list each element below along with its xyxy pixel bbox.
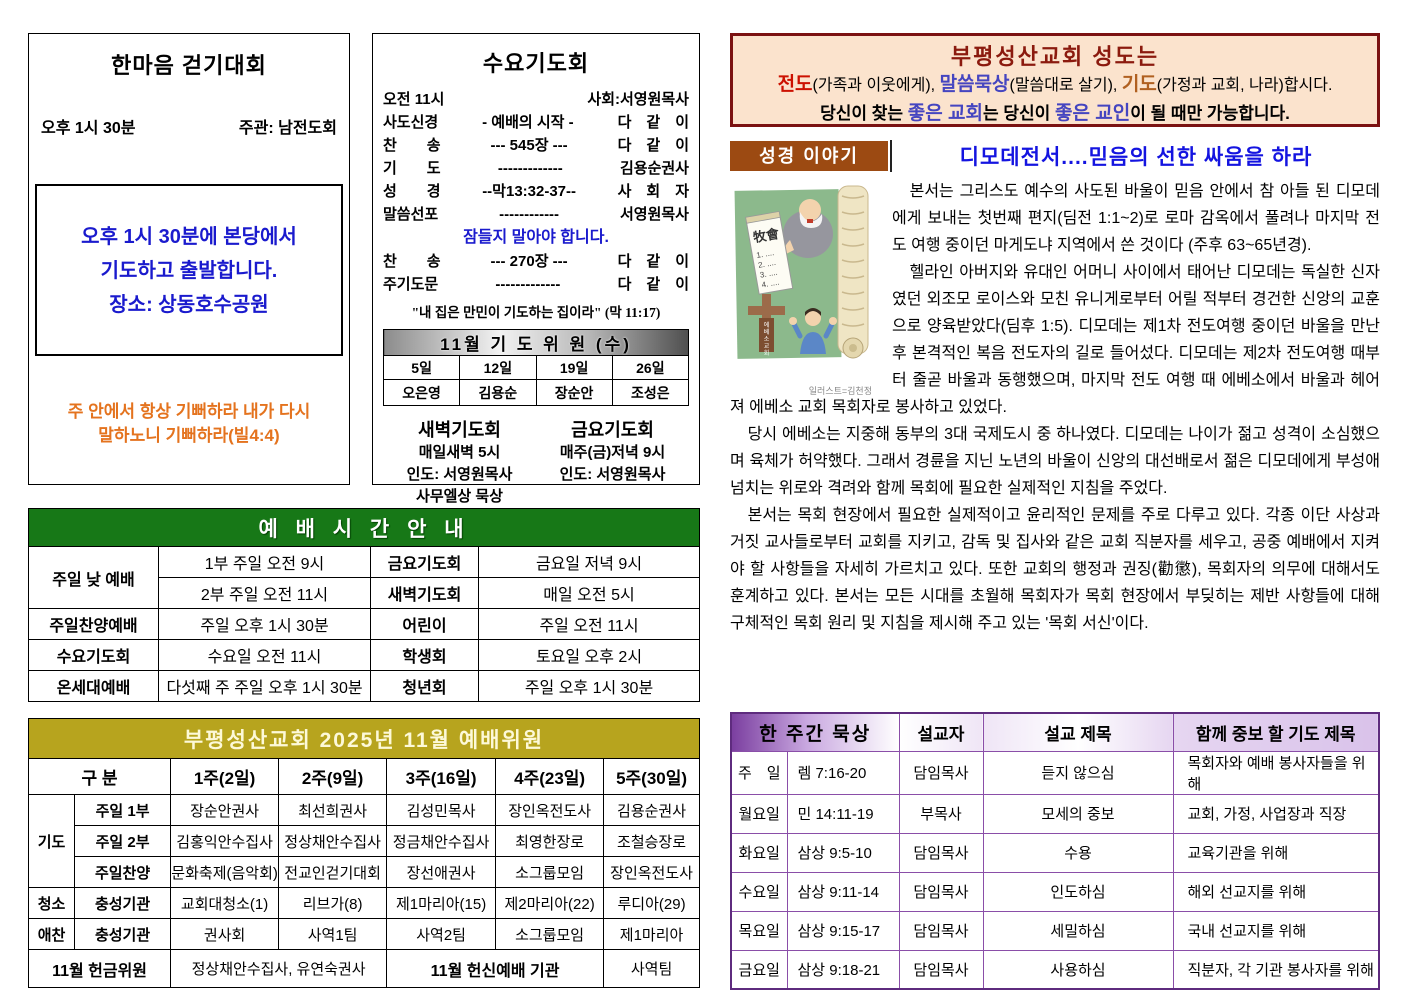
order-line: 성 경 --막13:32-37-- 사 회 자 (383, 183, 689, 200)
table-row: 주일찬양예배 주일 오후 1시 30분 어린이 주일 오전 11시 (28, 608, 700, 640)
table-row: 기도 주일 1부 장순안권사 최선희권사 김성민목사 장인옥전도사 김용순권사 (28, 794, 700, 888)
keyword-evangelism: 전도 (777, 74, 813, 95)
prayer-committee-days-row: 5일 12일 19일 26일 (382, 355, 690, 380)
worship-times-header: 예 배 시 간 안 내 (28, 508, 700, 547)
table-row: 주 일 렘 7:16-20 담임목사 듣지 않으심 목회자와 예배 봉사자들을 … (730, 750, 1380, 795)
bible-story-label: 성경 이야기 (730, 141, 888, 171)
table-row: 온세대예배 다섯째 주 주일 오후 1시 30분 청년회 주일 오후 1시 30… (28, 670, 700, 702)
order-line: 주기도문 ------------- 다 같 이 (383, 276, 689, 293)
svg-text:牧會: 牧會 (752, 226, 781, 245)
walking-event-meta: 오후 1시 30분 주관: 남전도회 (29, 114, 349, 138)
church-motto-banner: 부평성산교회 성도는 전도(가족과 이웃에게), 말씀묵상(말씀대로 살기), … (730, 33, 1380, 127)
keyword-good-church: 좋은 교회 (907, 103, 983, 124)
order-line: 오전 11시 사회:서영원목사 (383, 91, 689, 108)
svg-text:4. ....: 4. .... (761, 278, 780, 290)
table-row: 금요일 삼상 9:18-21 담임목사 사용하심 직분자, 각 기관 봉사자를 … (730, 949, 1380, 990)
walking-event-notice-box: 오후 1시 30분에 본당에서 기도하고 출발합니다. 장소: 상동호수공원 (35, 184, 343, 356)
order-line: 기 도 ------------- 김용순권사 (383, 160, 689, 177)
order-line: 찬 송 --- 545장 --- 다 같 이 (383, 137, 689, 154)
order-line: 사도신경 - 예배의 시작 -다 같 이 (383, 114, 689, 131)
article-paragraph: 본서는 목회 현장에서 필요한 실제적이고 윤리적인 문제를 주로 다루고 있다… (730, 507, 1380, 632)
divider (890, 140, 892, 172)
illustration-caption: 일러스트=김천정 (808, 386, 872, 396)
table-row: 수요일 삼상 9:11-14 담임목사 인도하심 해외 선교지를 위해 (730, 871, 1380, 912)
article-paragraph: 당시 에베소는 지중해 동부의 3대 국제도시 중 하나였다. 디모데는 나이가… (730, 426, 1380, 497)
notice-line: 오후 1시 30분에 본당에서 (81, 226, 297, 248)
committee-title: 부평성산교회 2025년 11월 예배위원 (28, 718, 700, 759)
table-row: 주일 2부 김홍익안수집사 정상채안수집사 정금채안수집사 최영한장로 조철승장… (29, 825, 700, 857)
wednesday-order-of-worship: 오전 11시 사회:서영원목사 사도신경 - 예배의 시작 -다 같 이 찬 송 --… (383, 88, 689, 296)
table-row: 청소 충성기관 교회대청소(1) 리브가(8) 제1마리아(15) 제2마리아(… (28, 887, 700, 919)
prayer-committee-names-row: 오은영 김용순 장순안 조성은 (382, 379, 690, 406)
banner-line-3: 당신이 찾는 좋은 교회는 당신이 좋은 교인이 될 때만 가능합니다. (820, 103, 1290, 124)
table-row: 월요일 민 14:11-19 부목사 모세의 중보 교회, 가정, 사업장과 직… (730, 793, 1380, 834)
committee-header-row: 구 분 1주(2일) 2주(9일) 3주(16일) 4주(23일) 5주(30일… (27, 758, 700, 795)
worship-times-table: 예 배 시 간 안 내 주일 낮 예배 1부 주일 오전 9시 금요기도회 금요… (28, 508, 700, 702)
walking-event-verse: 주 안에서 항상 기뻐하라 내가 다시 말하노니 기뻐하라(빌4:4) (29, 400, 349, 448)
daily-prayer-meetings: 새벽기도회 매일새벽 5시 인도: 서영원목사 사무엘상 묵상 금요기도회 매주… (383, 416, 689, 508)
keyword-good-member: 좋은 교인 (1055, 103, 1131, 124)
svg-text:3. ....: 3. .... (759, 268, 778, 280)
table-row: 주일 낮 예배 1부 주일 오전 9시 금요기도회 금요일 저녁 9시 (28, 546, 700, 609)
wednesday-prayer-box: 수요기도회 오전 11시 사회:서영원목사 사도신경 - 예배의 시작 -다 같 이… (372, 33, 700, 505)
walking-event-title: 한마음 걷기대회 (111, 53, 267, 78)
verse-line: 말하노니 기뻐하라(빌4:4) (98, 426, 280, 445)
table-row: 2부 주일 오전 11시 새벽기도회 매일 오전 5시 (29, 577, 700, 609)
friday-prayer-meeting: 금요기도회 매주(금)저녁 9시 인도: 서영원목사 (559, 420, 666, 483)
notice-line: 장소: 상동호수공원 (109, 294, 269, 316)
weekly-meditation-table: 한 주간 묵상 설교자 설교 제목 함께 중보 할 기도 제목 주 일 렘 7:… (730, 712, 1380, 990)
table-row: 애찬 충성기관 권사회 사역1팀 사역2팀 소그룹모임 제1마리아 (28, 918, 700, 950)
november-committee-table: 부평성산교회 2025년 11월 예배위원 구 분 1주(2일) 2주(9일) … (27, 718, 700, 988)
verse-line: 주 안에서 항상 기뻐하라 내가 다시 (67, 402, 311, 421)
meditation-header-row: 한 주간 묵상 설교자 설교 제목 함께 중보 할 기도 제목 (730, 712, 1380, 752)
prayer-committee-header: 11월 기 도 위 원 (수) (383, 329, 689, 356)
keyword-prayer: 기도 (1121, 74, 1157, 95)
wednesday-prayer-title: 수요기도회 (482, 51, 590, 76)
order-line: 찬 송 --- 270장 --- 다 같 이 (383, 253, 689, 270)
walking-event-time: 오후 1시 30분 (41, 120, 136, 137)
scripture-quote: "내 집은 만민이 기도하는 집이라" (막 11:17) (411, 305, 661, 320)
november-prayer-committee-table: 11월 기 도 위 원 (수) 5일 12일 19일 26일 오은영 김용순 장… (382, 329, 690, 406)
banner-title: 부평성산교회 성도는 (950, 44, 1160, 69)
article-paragraph: 헬라인 아버지와 유대인 어머니 사이에서 태어난 디모데는 독실한 신자였던 … (730, 264, 1380, 416)
bible-story-header: 성경 이야기 디모데전서....믿음의 선한 싸움을 하라 (730, 140, 1380, 172)
article-paragraph: 본서는 그리스도 예수의 사도된 바울이 믿음 안에서 참 아들 된 디모데에게… (892, 183, 1380, 254)
order-line: 말씀선포 ------------ 서영원목사 (383, 206, 689, 223)
svg-text:2. ....: 2. .... (757, 258, 776, 270)
keyword-meditation: 말씀묵상 (939, 74, 1010, 95)
table-row: 목요일 삼상 9:15-17 담임목사 세밀하심 국내 선교지를 위해 (730, 910, 1380, 951)
offering-committee-row: 11월 헌금위원 정상채안수집사, 유연숙권사 11월 헌신예배 기관 사역팀 (27, 949, 700, 988)
table-row: 수요기도회 수요일 오전 11시 학생회 토요일 오후 2시 (28, 639, 700, 671)
dawn-prayer-meeting: 새벽기도회 매일새벽 5시 인도: 서영원목사 사무엘상 묵상 (406, 420, 513, 505)
table-row: 화요일 삼상 9:5-10 담임목사 수용 교육기관을 위해 (730, 832, 1380, 873)
walking-event-box: 한마음 걷기대회 오후 1시 30분 주관: 남전도회 오후 1시 30분에 본… (28, 33, 350, 485)
bible-story-title: 디모데전서....믿음의 선한 싸움을 하라 (959, 146, 1313, 169)
walking-event-host: 주관: 남전도회 (238, 120, 337, 137)
sermon-title-line: 잠들지 말아야 합니다. (463, 229, 609, 246)
meditation-title: 한 주간 묵상 (730, 712, 900, 752)
banner-line-2: 전도(가족과 이웃에게), 말씀묵상(말씀대로 살기), 기도(가정과 교회, … (777, 74, 1333, 95)
table-row: 주일찬양 문화축제(음악회) 전교인걷기대회 장선애권사 소그룹모임 장인옥전도… (29, 856, 700, 888)
notice-line: 기도하고 출발합니다. (100, 260, 278, 282)
svg-text:1. ....: 1. .... (756, 248, 775, 260)
